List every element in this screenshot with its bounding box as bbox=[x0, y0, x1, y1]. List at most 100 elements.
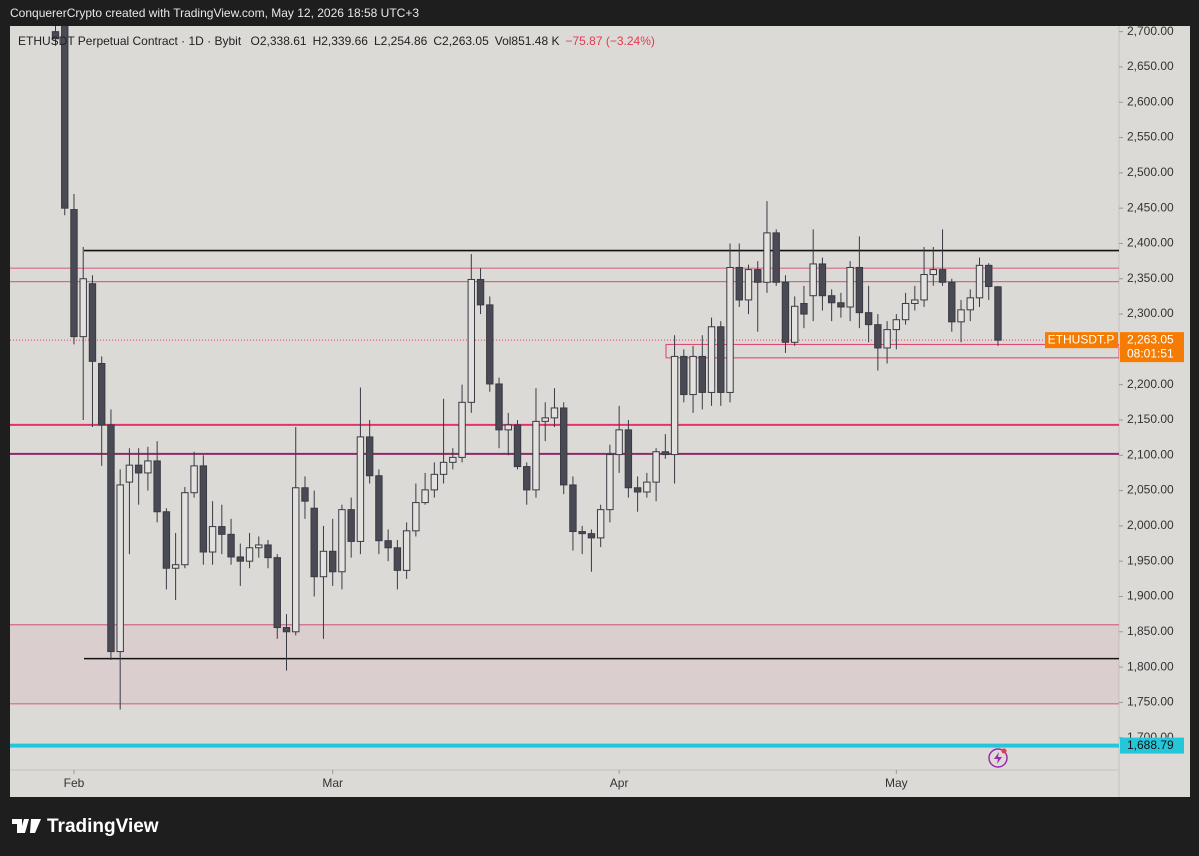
x-tick-label: Feb bbox=[64, 776, 85, 790]
candle-body bbox=[356, 436, 365, 542]
candle-body bbox=[171, 564, 180, 569]
x-tick-label: Mar bbox=[322, 776, 343, 790]
candle-body bbox=[292, 487, 300, 633]
candle-body bbox=[384, 540, 392, 549]
candle-body bbox=[504, 424, 512, 431]
legend-item: O2,338.61 bbox=[251, 34, 307, 48]
candle-body bbox=[319, 550, 328, 578]
y-tick-label: 2,450.00 bbox=[1127, 200, 1174, 214]
candle-body bbox=[846, 266, 854, 308]
candle-body bbox=[661, 451, 670, 456]
support-label: 1,688.79 bbox=[1127, 738, 1174, 752]
candle-body bbox=[282, 627, 291, 633]
candle-body bbox=[393, 547, 402, 571]
price-label-bg bbox=[1120, 332, 1184, 363]
candle-body bbox=[606, 454, 614, 511]
candle-body bbox=[920, 274, 928, 301]
candle-body bbox=[486, 304, 494, 385]
candle-body bbox=[911, 299, 919, 304]
box bbox=[665, 343, 1119, 359]
candle-body bbox=[458, 401, 466, 458]
candle-body bbox=[791, 305, 799, 343]
candle-body bbox=[365, 436, 374, 477]
candle-body bbox=[375, 475, 383, 542]
symbol-label: ETHUSDT.P bbox=[1048, 332, 1115, 346]
candle-body bbox=[717, 326, 725, 393]
legend-item: C2,263.05 bbox=[433, 34, 489, 48]
candle-body bbox=[218, 526, 226, 535]
candle-body bbox=[61, 26, 69, 209]
candle-body bbox=[578, 531, 586, 535]
plot bbox=[10, 26, 1119, 748]
candle-body bbox=[513, 424, 522, 468]
y-tick-label: 2,700.00 bbox=[1127, 24, 1174, 38]
candle-body bbox=[560, 407, 568, 486]
y-tick-label: 2,150.00 bbox=[1127, 412, 1174, 426]
candle-body bbox=[643, 481, 651, 493]
candle-body bbox=[781, 281, 790, 343]
candle-body bbox=[88, 283, 97, 362]
y-tick-label: 1,750.00 bbox=[1127, 695, 1174, 709]
candle-body bbox=[837, 302, 845, 308]
y-tick-label: 1,850.00 bbox=[1127, 624, 1174, 638]
candle-body bbox=[689, 355, 697, 396]
candle-body bbox=[587, 533, 596, 539]
candle-body bbox=[70, 209, 78, 338]
y-tick-label: 1,900.00 bbox=[1127, 589, 1174, 603]
legend-item: −75.87 (−3.24%) bbox=[565, 34, 654, 48]
candle-body bbox=[181, 492, 189, 566]
candle-body bbox=[153, 460, 161, 513]
chart-background bbox=[10, 26, 1190, 797]
y-tick-label: 2,350.00 bbox=[1127, 271, 1174, 285]
candle-body bbox=[310, 507, 318, 578]
candle-body bbox=[144, 460, 152, 474]
candle-body bbox=[754, 269, 762, 283]
candle-body bbox=[467, 278, 476, 403]
candle-body bbox=[698, 355, 706, 393]
candle-body bbox=[264, 544, 272, 559]
candle-body bbox=[985, 264, 993, 288]
candle-body bbox=[596, 509, 605, 539]
candle-body bbox=[569, 484, 577, 533]
x-tick-label: May bbox=[885, 776, 908, 790]
y-tick-label: 1,950.00 bbox=[1127, 553, 1174, 567]
y-tick-label: 2,500.00 bbox=[1127, 165, 1174, 179]
y-tick-label: 2,050.00 bbox=[1127, 483, 1174, 497]
candle-body bbox=[412, 502, 420, 532]
candle-body bbox=[680, 355, 688, 396]
candle-body bbox=[439, 461, 448, 475]
zone bbox=[10, 624, 1119, 704]
candle-body bbox=[975, 264, 984, 299]
candle-body bbox=[670, 355, 679, 456]
candle-body bbox=[430, 473, 439, 491]
x-tick-label: Apr bbox=[610, 776, 629, 790]
footer-logo: TradingView bbox=[12, 816, 159, 837]
candle-body bbox=[827, 295, 836, 304]
candle-body bbox=[301, 487, 309, 502]
candle-body bbox=[938, 269, 947, 283]
legend-item: L2,254.86 bbox=[374, 34, 428, 48]
candle-body bbox=[929, 269, 937, 276]
y-tick-label: 2,300.00 bbox=[1127, 306, 1174, 320]
candle-body bbox=[273, 557, 281, 629]
candle-body bbox=[98, 362, 106, 426]
candle-body bbox=[199, 465, 208, 553]
candle-body bbox=[966, 297, 974, 311]
candle-body bbox=[162, 511, 171, 569]
footer: TradingView bbox=[47, 816, 159, 837]
candle-body bbox=[726, 266, 734, 393]
candle-body bbox=[208, 526, 217, 553]
countdown-label: 08:01:51 bbox=[1127, 346, 1174, 360]
y-tick-label: 2,000.00 bbox=[1127, 518, 1174, 532]
candle-body bbox=[707, 326, 716, 393]
y-tick-label: 2,550.00 bbox=[1127, 130, 1174, 144]
candle-body bbox=[402, 530, 411, 571]
candle-body bbox=[449, 456, 457, 463]
candle-body bbox=[744, 269, 753, 301]
y-tick-label: 1,800.00 bbox=[1127, 659, 1174, 673]
candle-body bbox=[818, 263, 827, 297]
y-tick-label: 2,200.00 bbox=[1127, 377, 1174, 391]
alert-icon bbox=[988, 748, 1008, 768]
price-label: 2,263.05 bbox=[1127, 332, 1174, 346]
